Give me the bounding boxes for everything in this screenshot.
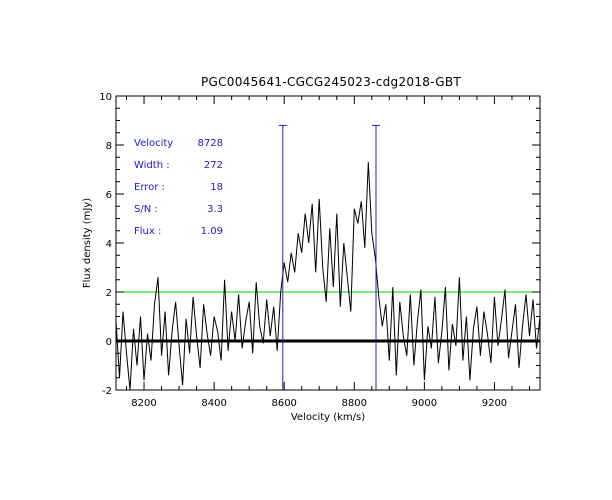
y-tick-label: 10 [99, 92, 112, 103]
y-axis-label: Flux density (mJy) [82, 198, 93, 288]
spectrum-series-line [116, 162, 540, 390]
x-tick-label: 8600 [271, 398, 296, 409]
annotation-label: Flux : [134, 226, 161, 237]
stats-annotations: Velocity 8728 Width : 272 Error : 18 S/N : 3.3 F… [134, 138, 223, 237]
x-tick-label: 9200 [482, 398, 507, 409]
annotation-label: Velocity [134, 138, 173, 149]
annotation-value: 272 [204, 160, 223, 171]
annotation-value: 3.3 [207, 204, 223, 215]
x-tick-label: 8800 [342, 398, 367, 409]
x-axis-label: Velocity (km/s) [291, 412, 365, 423]
annotation-value: 1.09 [201, 226, 223, 237]
y-tick-label: 8 [106, 141, 112, 152]
annotation-label: S/N : [134, 204, 158, 215]
chart-title: PGC0045641-CGCG245023-cdg2018-GBT [201, 75, 461, 89]
y-tick-label: 4 [106, 239, 112, 250]
plot-area [116, 124, 540, 390]
annotation-value: 8728 [198, 138, 223, 149]
x-tick-label: 9000 [412, 398, 437, 409]
y-tick-label: 6 [106, 190, 112, 201]
plot-content [116, 162, 540, 390]
y-tick-label: 0 [106, 337, 112, 348]
axis-ticks: 8200 8400 8600 8800 9000 9200 -2 0 2 4 6 8 10 [99, 92, 540, 409]
x-tick-label: 8200 [131, 398, 156, 409]
y-tick-label: 2 [106, 288, 112, 299]
y-tick-label: -2 [102, 386, 112, 397]
annotation-label: Error : [134, 182, 165, 193]
annotation-label: Width : [134, 160, 170, 171]
x-tick-label: 8400 [201, 398, 226, 409]
annotation-value: 18 [210, 182, 223, 193]
